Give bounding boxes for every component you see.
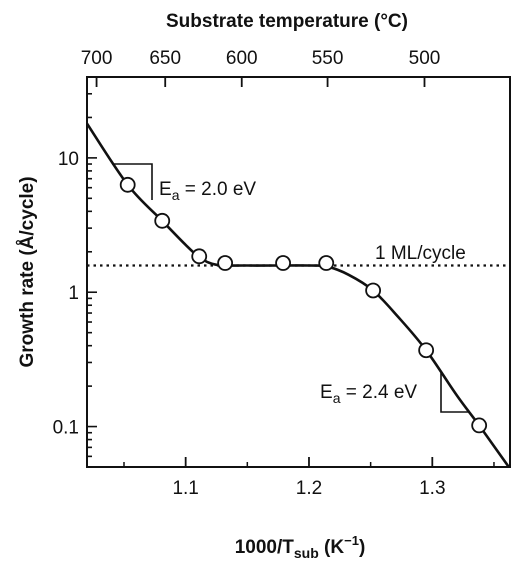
data-point bbox=[275, 255, 291, 271]
data-markers bbox=[119, 176, 488, 434]
slope-triangle-low-T bbox=[112, 163, 153, 200]
slope-triangle-high-T bbox=[440, 373, 470, 413]
top-tick-label: 650 bbox=[149, 48, 181, 69]
top-tick-labels: 700 650 600 550 500 bbox=[81, 48, 441, 69]
data-point bbox=[365, 282, 382, 299]
data-point bbox=[418, 342, 435, 359]
one-ml-reference-label: 1 ML/cycle bbox=[375, 243, 466, 264]
x-tick-labels: 1.1 1.2 1.3 bbox=[172, 478, 445, 499]
y-tick-label: 10 bbox=[58, 149, 79, 170]
x-tick-label: 1.3 bbox=[419, 478, 445, 499]
data-point bbox=[471, 417, 488, 434]
x-tick-label: 1.1 bbox=[172, 478, 198, 499]
top-tick-label: 500 bbox=[409, 48, 441, 69]
top-tick-label: 700 bbox=[81, 48, 113, 69]
top-axis-title: Substrate temperature (°C) bbox=[166, 11, 408, 32]
x-axis-title: 1000/Tsub (K−1) bbox=[235, 533, 366, 561]
data-point bbox=[217, 255, 234, 271]
data-point bbox=[191, 248, 208, 265]
data-point bbox=[154, 212, 171, 229]
activation-energy-label-2: Ea = 2.4 eV bbox=[320, 382, 417, 406]
x-tick-label: 1.2 bbox=[296, 478, 322, 499]
y-tick-labels: 0.1 1 10 bbox=[53, 149, 79, 439]
tick-marks bbox=[87, 76, 495, 468]
y-tick-label: 1 bbox=[68, 283, 79, 304]
fit-curve bbox=[85, 122, 510, 468]
y-axis-title: Growth rate (Å/cycle) bbox=[17, 176, 38, 367]
top-tick-label: 550 bbox=[312, 48, 344, 69]
data-point bbox=[318, 255, 335, 271]
plot-frame bbox=[86, 76, 511, 468]
activation-energy-label-1: Ea = 2.0 eV bbox=[159, 179, 256, 203]
y-tick-label: 0.1 bbox=[53, 418, 79, 439]
data-point bbox=[119, 176, 136, 193]
top-tick-label: 600 bbox=[226, 48, 258, 69]
